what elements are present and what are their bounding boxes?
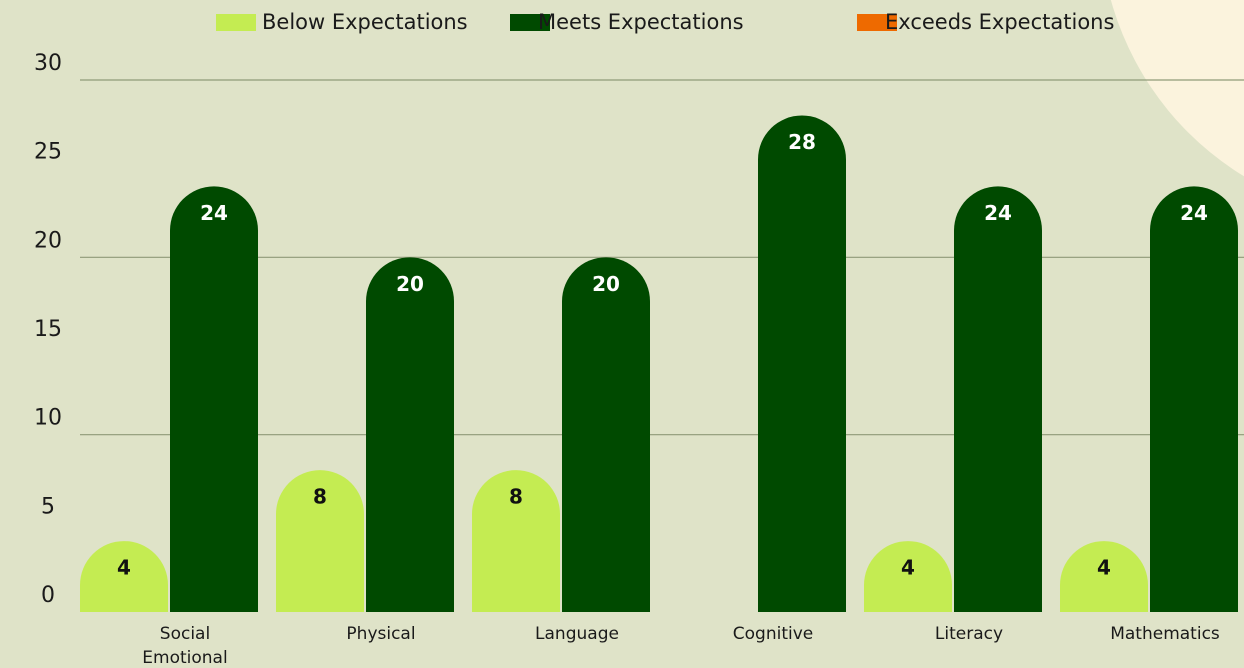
legend-label: Meets Expectations: [538, 10, 744, 34]
bar: [170, 186, 258, 612]
legend-label: Below Expectations: [262, 10, 468, 34]
data-label: 28: [788, 130, 816, 154]
x-tick-label: Physical: [346, 624, 416, 644]
x-tick-label: Social Emotional: [142, 624, 228, 668]
legend-swatch: [216, 14, 256, 31]
bar: [1150, 186, 1238, 612]
bar: [276, 470, 365, 612]
data-label: 20: [592, 272, 620, 296]
data-label: 20: [396, 272, 424, 296]
bar: [1060, 541, 1148, 612]
y-tick-label: 10: [34, 406, 62, 431]
legend-swatch: [857, 14, 897, 31]
y-tick-label: 25: [34, 140, 62, 165]
x-tick-label: Language: [535, 624, 619, 644]
y-tick-label: 5: [41, 494, 55, 519]
y-tick-label: 0: [41, 583, 55, 608]
data-label: 4: [117, 556, 131, 580]
y-tick-label: 30: [34, 51, 62, 76]
data-label: 4: [901, 556, 915, 580]
y-tick-label: 20: [34, 228, 62, 253]
x-tick-label: Cognitive: [732, 624, 814, 644]
data-label: 24: [200, 201, 228, 225]
bar: [472, 470, 560, 612]
data-label: 24: [984, 201, 1012, 225]
data-label: 8: [509, 485, 523, 509]
bar: [758, 115, 846, 612]
bar: [562, 257, 650, 612]
background-shape: [1110, 0, 1244, 177]
data-label: 8: [313, 485, 327, 509]
bar: [80, 541, 168, 612]
y-tick-label: 15: [34, 317, 62, 342]
x-tick-label: Mathematics: [1110, 624, 1220, 644]
legend-swatch: [510, 14, 550, 31]
data-label: 24: [1180, 201, 1208, 225]
legend-label: Exceeds Expectations: [885, 10, 1114, 34]
bar: [864, 541, 952, 612]
bar: [954, 186, 1042, 612]
data-label: 4: [1097, 556, 1111, 580]
x-tick-label: Literacy: [934, 624, 1004, 644]
bar: [366, 257, 454, 612]
